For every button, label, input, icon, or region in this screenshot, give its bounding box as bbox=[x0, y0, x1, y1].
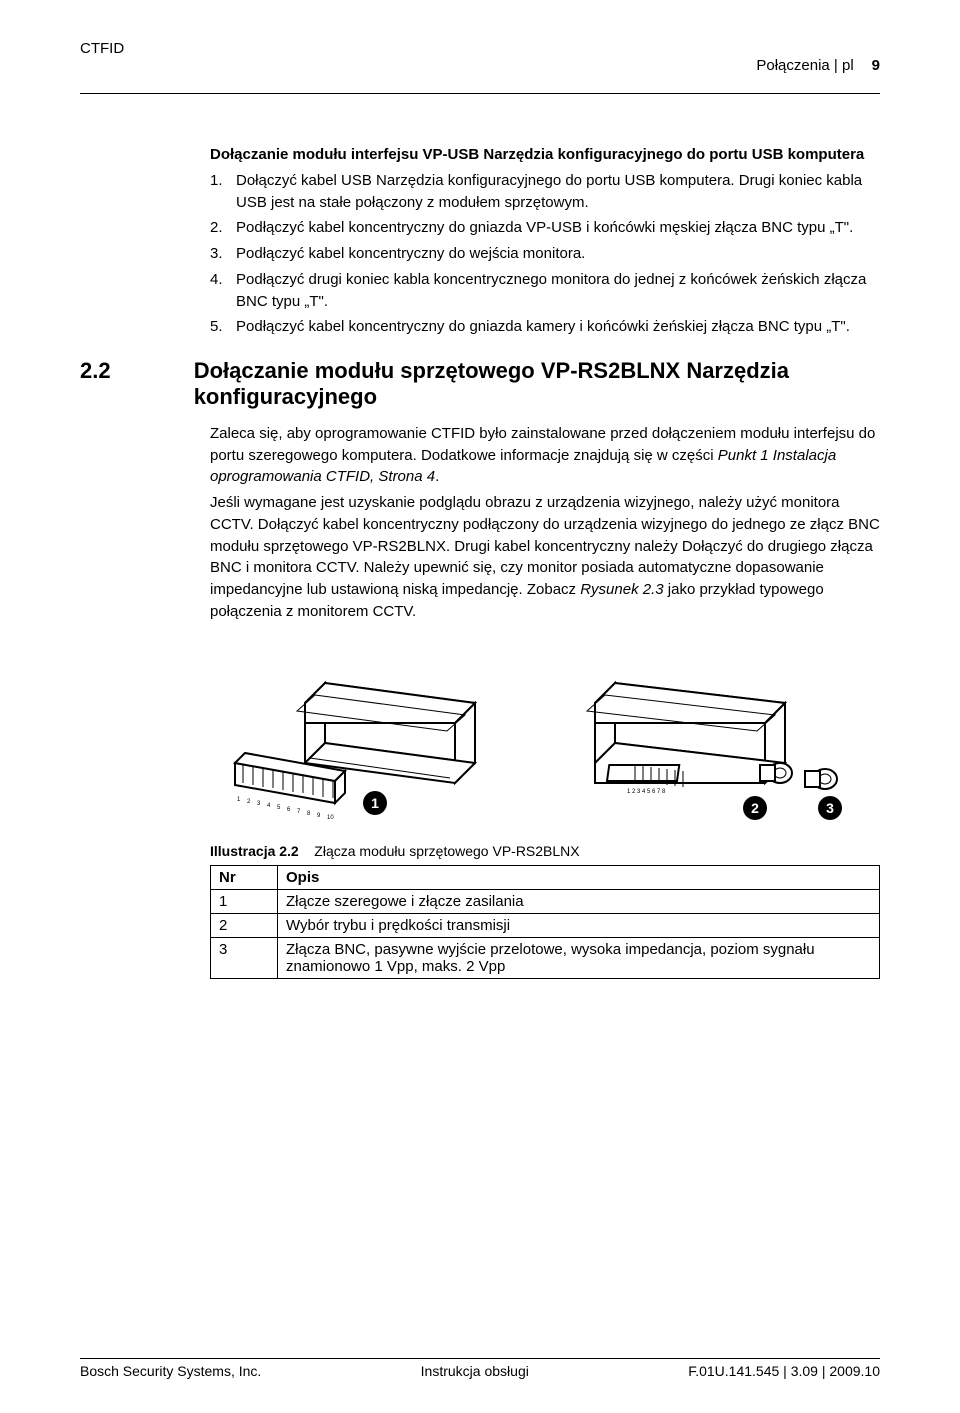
header-page-number: 9 bbox=[872, 57, 880, 74]
table-header-row: Nr Opis bbox=[211, 865, 880, 889]
table-row: 3 Złącza BNC, pasywne wyjście przelotowe… bbox=[211, 937, 880, 978]
para2-ref: Rysunek 2.3 bbox=[580, 581, 663, 598]
caption-label: Illustracja 2.2 bbox=[210, 843, 299, 859]
step-number: 4. bbox=[210, 269, 236, 313]
page: CTFID Połączenia | pl 9 Dołączanie modułu… bbox=[0, 0, 960, 1413]
device-right-illustration: 1 2 3 4 5 6 7 8 2 3 bbox=[555, 653, 875, 833]
step-text: Podłączyć kabel koncentryczny do wejścia… bbox=[236, 243, 880, 265]
list-item: 4.Podłączyć drugi koniec kabla koncentry… bbox=[210, 269, 880, 313]
connector-table: Nr Opis 1 Złącze szeregowe i złącze zasi… bbox=[210, 865, 880, 979]
table-header-nr: Nr bbox=[211, 865, 278, 889]
intro-block: Dołączanie modułu interfejsu VP-USB Narz… bbox=[210, 144, 880, 338]
section-para-1: Zaleca się, aby oprogramowanie CTFID był… bbox=[210, 423, 880, 488]
list-item: 1.Dołączyć kabel USB Narzędzia konfigura… bbox=[210, 170, 880, 214]
step-text: Podłączyć kabel koncentryczny do gniazda… bbox=[236, 217, 880, 239]
table-row: 1 Złącze szeregowe i złącze zasilania bbox=[211, 889, 880, 913]
svg-text:7: 7 bbox=[297, 809, 301, 815]
para1-b: . bbox=[435, 468, 439, 485]
header-right: Połączenia | pl 9 bbox=[731, 40, 880, 91]
svg-text:2: 2 bbox=[247, 799, 251, 805]
figure-badge-3: 3 bbox=[826, 800, 834, 816]
section-number: 2.2 bbox=[80, 358, 194, 384]
section-heading: 2.2 Dołączanie modułu sprzętowego VP-RS2… bbox=[80, 358, 880, 411]
svg-text:4: 4 bbox=[267, 803, 271, 809]
table-row: 2 Wybór trybu i prędkości transmisji bbox=[211, 913, 880, 937]
footer-right: F.01U.141.545 | 3.09 | 2009.10 bbox=[688, 1363, 880, 1379]
list-item: 2.Podłączyć kabel koncentryczny do gniaz… bbox=[210, 217, 880, 239]
header-section: Połączenia | pl bbox=[756, 57, 853, 74]
list-item: 5.Podłączyć kabel koncentryczny do gniaz… bbox=[210, 316, 880, 338]
caption-text: Złącza modułu sprzętowego VP-RS2BLNX bbox=[314, 843, 579, 859]
table-cell-nr: 3 bbox=[211, 937, 278, 978]
step-text: Podłączyć kabel koncentryczny do gniazda… bbox=[236, 316, 880, 338]
footer-center: Instrukcja obsługi bbox=[421, 1363, 529, 1379]
svg-text:8: 8 bbox=[307, 811, 311, 817]
section-body: Zaleca się, aby oprogramowanie CTFID był… bbox=[210, 423, 880, 979]
intro-steps: 1.Dołączyć kabel USB Narzędzia konfigura… bbox=[210, 170, 880, 338]
svg-text:10: 10 bbox=[327, 815, 334, 821]
svg-text:3: 3 bbox=[257, 801, 261, 807]
table-header-opis: Opis bbox=[278, 865, 880, 889]
section-para-2: Jeśli wymagane jest uzyskanie podglądu o… bbox=[210, 492, 880, 623]
figure-row: 12345678910 1 1 bbox=[210, 653, 880, 833]
step-text: Podłączyć drugi koniec kabla koncentrycz… bbox=[236, 269, 880, 313]
page-header: CTFID Połączenia | pl 9 bbox=[80, 40, 880, 94]
svg-text:9: 9 bbox=[317, 813, 321, 819]
table-cell-desc: Złącza BNC, pasywne wyjście przelotowe, … bbox=[278, 937, 880, 978]
section-title: Dołączanie modułu sprzętowego VP-RS2BLNX… bbox=[194, 358, 880, 411]
footer-left: Bosch Security Systems, Inc. bbox=[80, 1363, 261, 1379]
table-cell-desc: Złącze szeregowe i złącze zasilania bbox=[278, 889, 880, 913]
figure-badge-2: 2 bbox=[751, 800, 759, 816]
header-left: CTFID bbox=[80, 40, 124, 91]
figure-badge-1: 1 bbox=[371, 795, 379, 811]
list-item: 3.Podłączyć kabel koncentryczny do wejśc… bbox=[210, 243, 880, 265]
step-number: 1. bbox=[210, 170, 236, 214]
svg-text:5: 5 bbox=[277, 805, 281, 811]
intro-title: Dołączanie modułu interfejsu VP-USB Narz… bbox=[210, 144, 880, 166]
dip-labels: 1 2 3 4 5 6 7 8 bbox=[627, 789, 666, 795]
table-cell-nr: 2 bbox=[211, 913, 278, 937]
step-number: 2. bbox=[210, 217, 236, 239]
svg-text:1: 1 bbox=[237, 797, 241, 803]
device-left-illustration: 12345678910 1 bbox=[215, 653, 515, 833]
table-cell-nr: 1 bbox=[211, 889, 278, 913]
table-cell-desc: Wybór trybu i prędkości transmisji bbox=[278, 913, 880, 937]
step-number: 3. bbox=[210, 243, 236, 265]
step-number: 5. bbox=[210, 316, 236, 338]
figure-caption: Illustracja 2.2 Złącza modułu sprzętoweg… bbox=[210, 843, 880, 859]
step-text: Dołączyć kabel USB Narzędzia konfiguracy… bbox=[236, 170, 880, 214]
svg-text:6: 6 bbox=[287, 807, 291, 813]
page-footer: Bosch Security Systems, Inc. Instrukcja … bbox=[80, 1358, 880, 1379]
